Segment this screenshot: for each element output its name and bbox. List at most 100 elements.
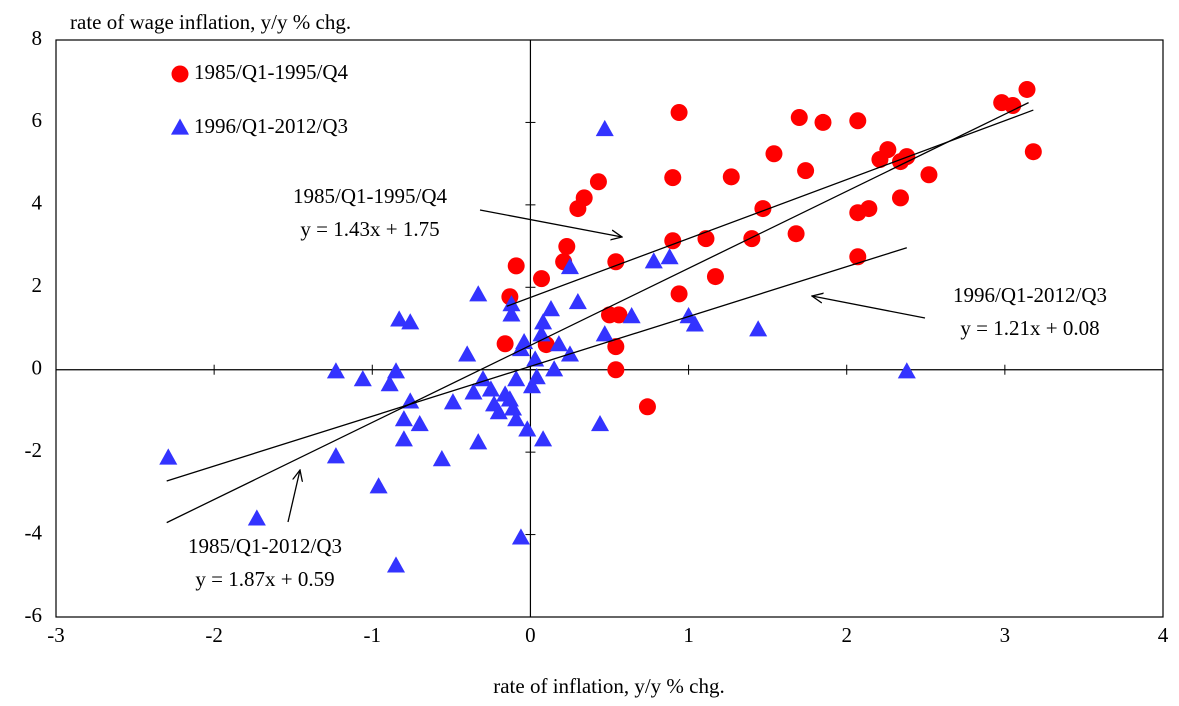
point	[879, 141, 897, 159]
point	[610, 306, 628, 324]
trend-label: y = 1.43x + 1.75	[300, 217, 439, 241]
point	[481, 380, 500, 397]
point	[458, 345, 477, 362]
point	[326, 447, 345, 464]
annotation-arrow	[479, 209, 622, 237]
point	[722, 168, 740, 186]
point	[849, 112, 867, 130]
point	[787, 225, 805, 243]
point	[534, 313, 553, 330]
point	[1024, 143, 1042, 161]
point	[638, 398, 656, 416]
legend-label: 1985/Q1-1995/Q4	[194, 60, 348, 84]
point	[790, 108, 808, 126]
point	[489, 403, 508, 420]
point	[575, 189, 593, 207]
x-tick-label: -1	[364, 623, 382, 647]
point	[685, 315, 704, 332]
trend-label: 1985/Q1-2012/Q3	[188, 534, 342, 558]
y-tick-label: 6	[32, 108, 43, 132]
point	[515, 333, 534, 350]
point	[607, 361, 625, 379]
point	[897, 362, 916, 379]
point	[541, 300, 561, 317]
point	[386, 556, 406, 573]
point	[607, 253, 625, 271]
point	[664, 169, 682, 187]
legend-marker	[171, 65, 189, 83]
point	[502, 295, 521, 312]
trend-label: y = 1.21x + 0.08	[960, 316, 1099, 340]
x-tick-label: 2	[841, 623, 852, 647]
point	[369, 477, 388, 494]
point	[410, 415, 429, 432]
point	[526, 350, 545, 367]
point	[891, 189, 909, 207]
point	[549, 335, 568, 352]
x-tick-label: 3	[1000, 623, 1011, 647]
point	[502, 305, 521, 322]
point	[464, 383, 483, 400]
point	[622, 307, 641, 324]
point	[159, 448, 178, 465]
point	[568, 293, 587, 310]
y-axis-title: rate of wage inflation, y/y % chg.	[70, 10, 351, 34]
point	[1004, 97, 1022, 115]
point	[401, 392, 420, 409]
point	[849, 248, 867, 266]
y-tick-label: 8	[32, 26, 43, 50]
plot-frame	[55, 39, 1164, 618]
x-tick-label: 0	[525, 623, 536, 647]
point	[443, 393, 462, 410]
point	[353, 370, 372, 387]
trend-label: y = 1.87x + 0.59	[195, 567, 334, 591]
trend-line	[166, 102, 1029, 524]
point	[511, 528, 530, 545]
point	[558, 237, 576, 255]
point	[394, 430, 413, 447]
point	[595, 325, 614, 342]
point	[849, 204, 867, 222]
y-tick-label: -2	[25, 438, 43, 462]
point	[749, 320, 768, 337]
point	[534, 430, 553, 447]
point	[589, 173, 607, 191]
annotation-arrow	[287, 470, 300, 523]
point	[664, 232, 682, 250]
point	[697, 230, 715, 248]
trend-label: 1985/Q1-1995/Q4	[293, 184, 447, 208]
point	[518, 420, 537, 437]
point	[247, 509, 266, 526]
x-tick-label: -3	[47, 623, 65, 647]
point	[743, 230, 761, 248]
point	[380, 375, 399, 392]
annotation-arrow	[812, 296, 926, 319]
point	[527, 368, 546, 385]
trend-label: 1996/Q1-2012/Q3	[953, 283, 1107, 307]
point	[797, 162, 815, 180]
point	[545, 360, 564, 377]
y-tick-label: 0	[32, 356, 43, 380]
point	[660, 248, 679, 265]
point	[706, 268, 724, 286]
point	[590, 415, 610, 432]
point	[1018, 80, 1036, 98]
point	[504, 399, 523, 416]
y-tick-label: -6	[25, 603, 43, 627]
point	[765, 145, 783, 163]
x-axis-title: rate of inflation, y/y % chg.	[493, 674, 725, 698]
y-tick-label: -4	[25, 520, 43, 544]
point	[469, 433, 488, 450]
x-tick-label: 1	[683, 623, 694, 647]
y-tick-label: 2	[32, 273, 43, 297]
point	[560, 258, 579, 275]
point	[920, 166, 938, 184]
point	[814, 113, 832, 131]
point	[670, 104, 688, 122]
y-tick-label: 4	[32, 191, 43, 215]
point	[670, 285, 688, 303]
point	[432, 450, 451, 467]
point	[595, 119, 614, 137]
legend-label: 1996/Q1-2012/Q3	[194, 114, 348, 138]
